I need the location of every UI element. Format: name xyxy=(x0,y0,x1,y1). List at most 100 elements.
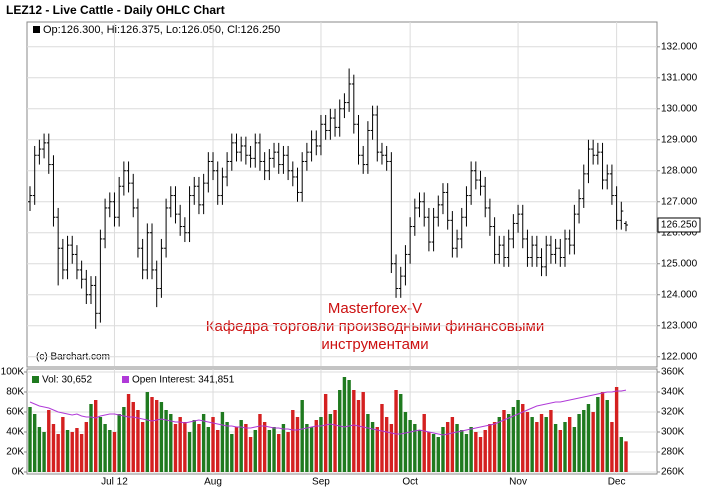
volume-bar xyxy=(75,428,79,472)
volume-bar xyxy=(220,412,225,472)
x-tick-label: Sep xyxy=(312,477,330,488)
volume-bar xyxy=(169,414,173,472)
ohlc-bar xyxy=(145,223,150,280)
ohlc-bar xyxy=(436,195,441,227)
volume-bar xyxy=(37,427,42,472)
ohlc-bar xyxy=(577,189,582,224)
ohlc-bar xyxy=(56,207,61,286)
volume-bar xyxy=(122,407,126,472)
ohlc-bar xyxy=(459,207,464,249)
volume-bar xyxy=(183,422,187,472)
volume-bar xyxy=(370,422,375,472)
ohlc-bar xyxy=(403,245,408,286)
ohlc-bar xyxy=(450,211,455,258)
x-tick-label: Nov xyxy=(509,477,527,488)
volume-bar xyxy=(488,424,492,472)
volume-bar xyxy=(582,410,586,472)
volume-bar xyxy=(28,407,32,472)
ohlc-bar xyxy=(46,133,51,174)
volume-bar xyxy=(94,400,98,472)
volume-bar xyxy=(516,400,520,472)
ohlc-bar xyxy=(187,186,192,243)
y-tick-label: 130.000 xyxy=(661,103,698,114)
volume-bar xyxy=(478,437,483,472)
ohlc-bar xyxy=(370,105,375,140)
y-tick-label: 131.000 xyxy=(661,72,698,83)
ohlc-bar xyxy=(572,204,577,255)
ohlc-bar xyxy=(469,161,474,205)
y-tick-label: 127.000 xyxy=(661,196,698,207)
ohlc-bar xyxy=(314,130,319,156)
ohlc-bar xyxy=(328,108,333,140)
volume-bar xyxy=(192,420,196,472)
ohlc-bar xyxy=(511,214,516,249)
ohlc-bar xyxy=(356,114,361,165)
volume-bar xyxy=(201,414,206,472)
volume-bar xyxy=(342,377,347,472)
volume-bar xyxy=(56,434,60,472)
volume-bar xyxy=(521,404,525,472)
y-tick-label: 260K xyxy=(661,467,685,478)
ohlc-bar xyxy=(192,176,197,205)
ohlc-bar xyxy=(478,170,483,196)
ohlc-bar xyxy=(135,198,140,258)
y-tick-label: 320K xyxy=(661,407,685,418)
ohlc-bar xyxy=(431,207,436,252)
ohlc-bar xyxy=(333,108,338,137)
volume-bar xyxy=(427,432,431,472)
volume-bar xyxy=(511,407,516,472)
ohlc-bar xyxy=(394,254,399,298)
legend-swatch xyxy=(32,376,39,383)
volume-bar xyxy=(474,432,478,472)
volume-bar xyxy=(159,402,164,472)
ohlc-bar xyxy=(534,235,539,267)
y-tick-label: 132.000 xyxy=(661,41,698,52)
volume-bar xyxy=(567,417,572,472)
volume-bar xyxy=(211,417,215,472)
ohlc-bar xyxy=(300,152,305,202)
annotation: Masterforex-V xyxy=(328,300,422,317)
volume-bar xyxy=(103,424,107,472)
ohlc-bar xyxy=(215,161,220,205)
annotation: Кафедра торговли производными финансовым… xyxy=(206,318,544,335)
ohlc-bar xyxy=(262,152,267,181)
volume-bar xyxy=(352,390,356,472)
y-tick-label: 128.000 xyxy=(661,165,698,176)
volume-bar xyxy=(389,424,394,472)
volume-bar xyxy=(187,432,192,472)
volume-bar xyxy=(586,404,591,472)
ohlc-bar xyxy=(323,114,328,140)
ohlc-bar xyxy=(389,152,394,274)
readout-icon xyxy=(33,26,40,33)
ohlc-bar xyxy=(234,133,239,162)
last-price-label: 126.250 xyxy=(661,220,698,231)
volume-panel xyxy=(26,368,658,475)
volume-bar xyxy=(403,412,408,472)
y-tick-label: 122.000 xyxy=(661,351,698,362)
volume-bar xyxy=(277,434,281,472)
volume-bar xyxy=(291,410,295,472)
volume-bar xyxy=(305,424,309,472)
volume-bar xyxy=(61,417,65,472)
volume-bar xyxy=(619,437,624,472)
volume-bar xyxy=(51,424,56,472)
ohlc-bar xyxy=(605,164,610,190)
volume-bar xyxy=(314,420,318,472)
volume-bar xyxy=(272,427,276,472)
legend-label: Open Interest: 341,851 xyxy=(132,375,235,386)
ohlc-bar xyxy=(426,207,431,252)
volume-bar xyxy=(605,400,609,472)
ohlc-bar xyxy=(365,121,370,174)
ohlc-bar xyxy=(164,198,169,258)
volume-bar xyxy=(178,417,182,472)
volume-bar xyxy=(502,410,506,472)
ohlc-bar xyxy=(84,269,89,305)
volume-bar xyxy=(572,427,577,472)
ohlc-bar xyxy=(93,276,98,329)
ohlc-bar xyxy=(257,133,262,171)
ohlc-bar xyxy=(225,152,230,187)
ohlc-bar xyxy=(220,167,225,205)
ohlc-bar xyxy=(51,155,56,227)
x-tick-label: Aug xyxy=(204,477,222,488)
volume-bar xyxy=(445,422,450,472)
